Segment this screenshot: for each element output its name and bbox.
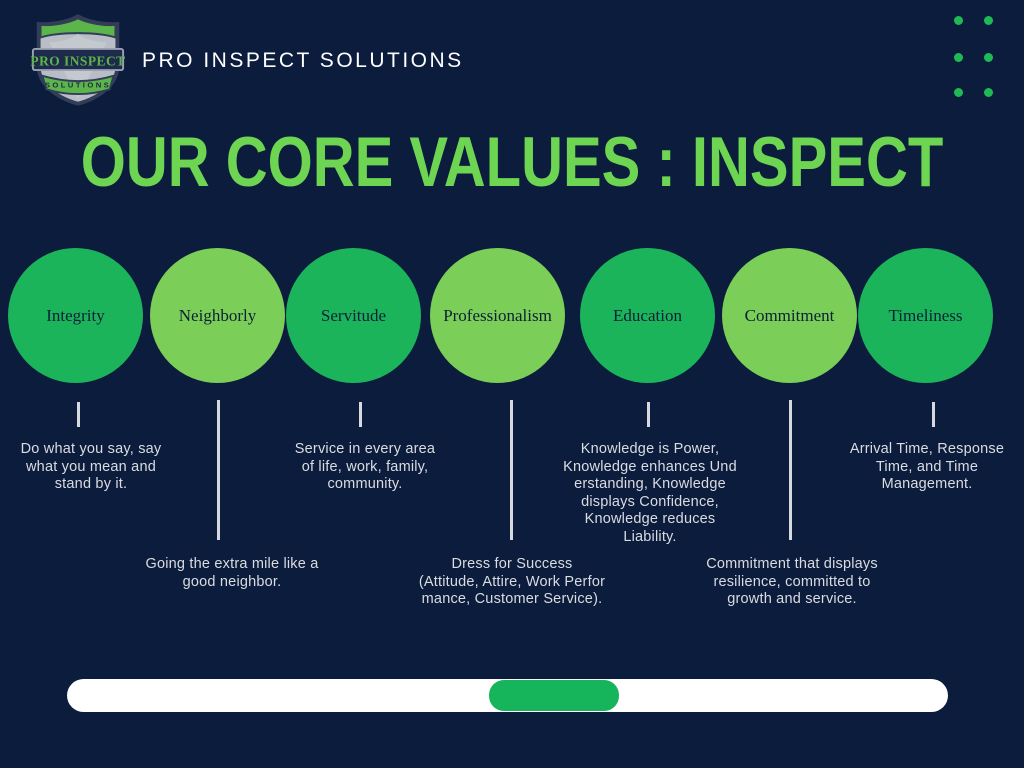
value-circle-neighborly: Neighborly xyxy=(150,248,285,383)
dot-icon xyxy=(984,53,993,62)
dot-icon xyxy=(954,53,963,62)
brand-name: PRO INSPECT SOLUTIONS xyxy=(142,49,464,72)
value-circle-education: Education xyxy=(580,248,715,383)
value-label: Integrity xyxy=(46,305,105,325)
value-label: Education xyxy=(613,305,682,325)
value-label: Neighborly xyxy=(178,305,257,325)
dot-icon xyxy=(954,88,963,97)
dot-icon xyxy=(954,16,963,25)
value-description: Commitment that displays resilience, com… xyxy=(706,556,878,607)
dot-icon xyxy=(984,88,993,97)
connector-line xyxy=(217,400,220,540)
value-circle-commitment: Commitment xyxy=(722,248,857,383)
dots-decoration xyxy=(946,12,1010,100)
page-title: OUR CORE VALUES : INSPECT xyxy=(80,122,944,203)
value-description: Going the extra mile like a good neighbo… xyxy=(145,556,319,590)
dot-icon xyxy=(984,16,993,25)
connector-line xyxy=(932,402,935,427)
value-description: Arrival Time, Response Time, and Time Ma… xyxy=(849,441,1005,492)
value-label: Commitment xyxy=(744,305,835,325)
connector-line xyxy=(789,400,792,540)
value-label: Timeliness xyxy=(888,305,963,325)
value-circle-professionalism: Professionalism xyxy=(430,248,565,383)
value-circle-servitude: Servitude xyxy=(286,248,421,383)
connector-line xyxy=(77,402,80,427)
value-description: Knowledge is Power, Knowledge enhances U… xyxy=(563,441,737,545)
logo-ribbon-text: SOLUTIONS xyxy=(45,80,111,89)
connector-line xyxy=(359,402,362,427)
value-description: Dress for Success (Attitude, Attire, Wor… xyxy=(418,556,606,607)
value-circle-integrity: Integrity xyxy=(8,248,143,383)
connector-line xyxy=(647,402,650,427)
pro-inspect-shield-logo-icon: PRO INSPECT SOLUTIONS xyxy=(30,14,125,106)
progress-track[interactable] xyxy=(67,679,948,712)
value-label: Servitude xyxy=(320,305,387,325)
connector-line xyxy=(510,400,513,540)
value-description: Service in every area of life, work, fam… xyxy=(294,441,436,492)
value-description: Do what you say, say what you mean and s… xyxy=(20,441,162,492)
value-circle-timeliness: Timeliness xyxy=(858,248,993,383)
value-label: Professionalism xyxy=(443,305,552,325)
progress-thumb[interactable] xyxy=(489,680,619,711)
logo-banner-text: PRO INSPECT xyxy=(30,53,125,68)
